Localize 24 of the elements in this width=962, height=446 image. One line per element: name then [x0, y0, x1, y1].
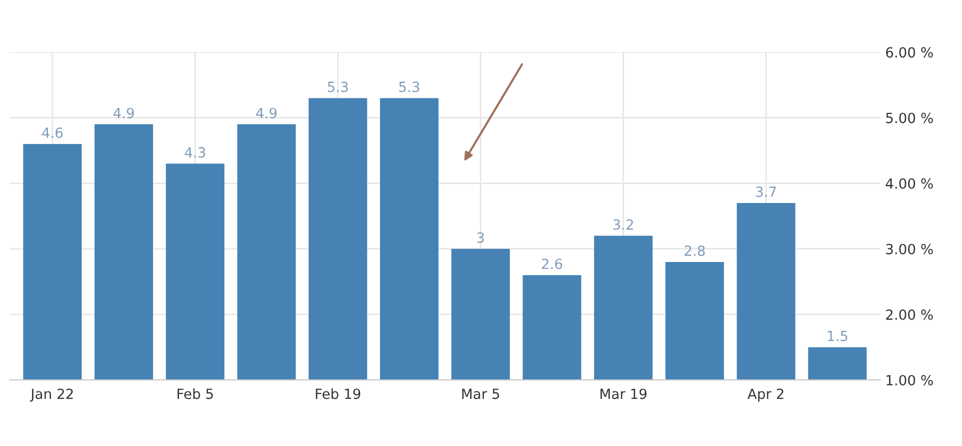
y-tick-label: 2.00 %: [886, 309, 933, 320]
data-label: 5.3: [328, 82, 348, 92]
data-label: 2.8: [684, 246, 705, 256]
data-label: 4.6: [42, 127, 63, 138]
x-tick-label: Apr 2: [748, 388, 784, 402]
data-label: 4.3: [184, 147, 206, 158]
data-label: 1.5: [828, 330, 848, 342]
x-tick-label: Mar 19: [600, 388, 646, 400]
x-tick-label: Jan 22: [30, 388, 73, 402]
x-tick-label: Feb 5: [178, 388, 213, 400]
y-tick-label: 5.00 %: [886, 112, 933, 124]
data-label: 3.2: [613, 219, 633, 230]
y-tick-label: 6.00 %: [886, 47, 933, 58]
data-label: 3.7: [756, 186, 776, 198]
data-label: 3: [477, 232, 484, 243]
data-label: 5.3: [399, 82, 420, 92]
y-tick-label: 4.00 %: [886, 178, 933, 189]
data-label: 4.9: [256, 108, 277, 118]
y-tick-label: 1.00 %: [886, 374, 933, 386]
x-tick-label: Feb 19: [316, 388, 360, 400]
x-tick-label: Mar 5: [462, 388, 500, 400]
y-tick-label: 3.00 %: [886, 244, 933, 254]
data-label: 2.6: [542, 258, 562, 270]
data-label: 4.9: [113, 108, 134, 118]
